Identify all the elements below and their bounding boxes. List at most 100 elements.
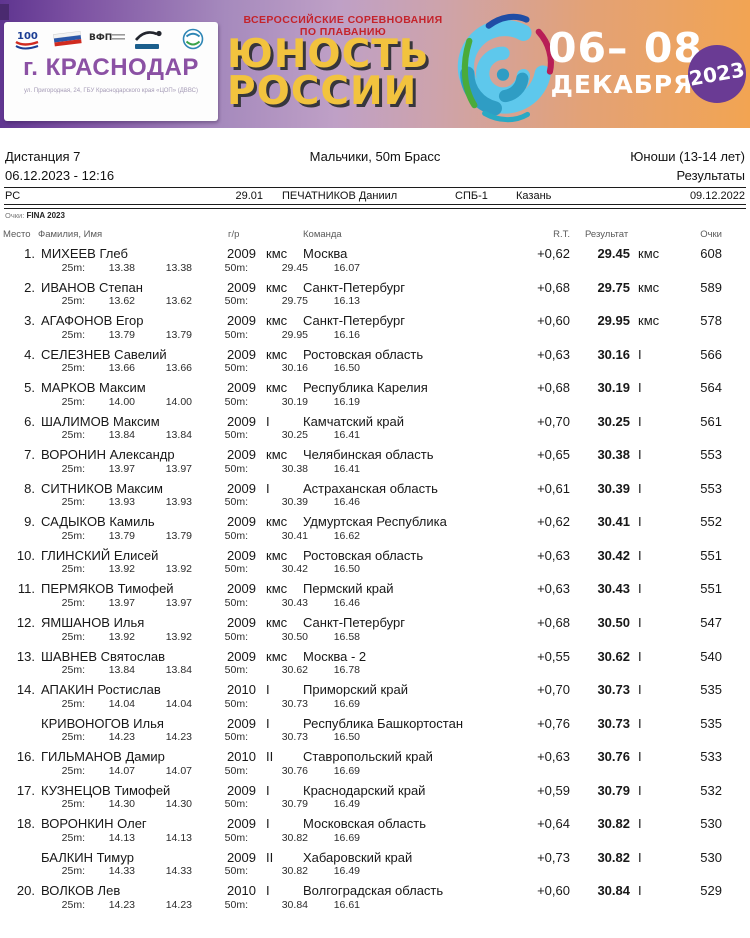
split-25m-lap: 14.04 xyxy=(165,697,192,710)
team-cell: Волгоградская область xyxy=(303,883,444,899)
split-50m-label: 50m: xyxy=(224,496,248,509)
split-50m-lap: 16.07 xyxy=(333,261,360,274)
result-row: 11. ПЕРМЯКОВ Тимофей 2009 кмс Пермский к… xyxy=(0,578,750,612)
split-25m-lap: 14.00 xyxy=(165,395,192,408)
split-50m-lap: 16.78 xyxy=(333,664,360,677)
year-badge: 2023 xyxy=(687,45,747,103)
place-cell: 18. xyxy=(16,816,35,832)
birth-year-cell: 2009 xyxy=(227,615,256,631)
split-50m-time: 30.42 xyxy=(281,563,308,576)
points-cell: 552 xyxy=(700,514,722,530)
split-50m-label: 50m: xyxy=(224,563,248,576)
result-row: 9. САДЫКОВ Камиль 2009 кмс Удмуртская Ре… xyxy=(0,511,750,545)
grade-cell: кмс xyxy=(266,246,288,261)
result-grade-cell: I xyxy=(638,816,642,832)
split-50m-label: 50m: xyxy=(224,630,248,643)
result-row: БАЛКИН Тимур 2009 II Хабаровский край +0… xyxy=(0,847,750,881)
athlete-name-cell: ГЛИНСКИЙ Елисей xyxy=(41,547,159,563)
split-25m-lap: 13.97 xyxy=(165,596,192,609)
points-cell: 553 xyxy=(700,447,722,463)
grade-cell: кмс xyxy=(266,346,288,362)
split-25m-lap: 14.13 xyxy=(165,831,192,844)
split-50m-time: 30.38 xyxy=(281,462,308,475)
split-25m-lap: 13.92 xyxy=(165,630,192,643)
birth-year-cell: 2009 xyxy=(227,480,256,496)
split-25m-time: 14.00 xyxy=(108,395,135,408)
athlete-name-cell: ВОЛКОВ Лев xyxy=(41,883,121,899)
points-cell: 561 xyxy=(700,413,722,429)
competition-subtitle: ВСЕРОССИЙСКИЕ СОРЕВНОВАНИЯ ПО ПЛАВАНИЮ xyxy=(226,14,460,38)
points-system-label: Очки: xyxy=(5,211,25,220)
split-50m-lap: 16.46 xyxy=(333,496,360,509)
birth-year-cell: 2010 xyxy=(227,883,256,899)
athlete-name-cell: КРИВОНОГОВ Илья xyxy=(41,715,164,731)
split-25m-time: 14.13 xyxy=(108,831,135,844)
result-time-cell: 30.62 xyxy=(597,648,630,664)
team-cell: Ростовская область xyxy=(303,346,424,362)
athlete-name-cell: ВОРОНКИН Олег xyxy=(41,816,147,832)
team-cell: Санкт-Петербург xyxy=(303,615,405,631)
points-cell: 535 xyxy=(700,715,722,731)
split-50m-lap: 16.49 xyxy=(333,865,360,878)
split-25m-label: 25m: xyxy=(61,764,85,777)
split-25m-lap: 14.07 xyxy=(165,764,192,777)
split-25m-time: 14.07 xyxy=(108,764,135,777)
split-25m-lap: 13.84 xyxy=(165,429,192,442)
birth-year-cell: 2009 xyxy=(227,514,256,530)
session-datetime: 06.12.2023 - 12:16 xyxy=(5,168,115,183)
event-title: ЮНОСТЬ РОССИИ xyxy=(227,35,457,111)
grade-cell: кмс xyxy=(266,514,288,530)
result-grade-cell: I xyxy=(638,346,642,362)
split-50m-time: 30.82 xyxy=(281,831,308,844)
birth-year-cell: 2009 xyxy=(227,413,256,429)
place-cell: 10. xyxy=(16,547,35,563)
athlete-name-cell: СЕЛЕЗНЕВ Савелий xyxy=(41,346,167,362)
result-grade-cell: кмс xyxy=(638,279,660,295)
host-city-label: г. КРАСНОДАР xyxy=(23,54,199,81)
split-25m-time: 13.79 xyxy=(108,328,135,341)
result-row: 20. ВОЛКОВ Лев 2010 I Волгоградская обла… xyxy=(0,880,750,914)
split-50m-label: 50m: xyxy=(224,462,248,475)
grade-cell: I xyxy=(266,682,270,698)
split-25m-lap: 14.33 xyxy=(165,865,192,878)
split-50m-lap: 16.50 xyxy=(333,362,360,375)
points-cell: 533 xyxy=(700,749,722,765)
place-cell: 8. xyxy=(24,480,35,496)
year-badge-label: 2023 xyxy=(687,57,747,91)
split-50m-label: 50m: xyxy=(224,429,248,442)
split-25m-time: 13.79 xyxy=(108,529,135,542)
athlete-name-cell: САДЫКОВ Камиль xyxy=(41,514,155,530)
split-50m-time: 30.73 xyxy=(281,731,308,744)
result-grade-cell: I xyxy=(638,447,642,463)
grade-cell: I xyxy=(266,480,270,496)
split-50m-label: 50m: xyxy=(224,395,248,408)
split-50m-time: 30.50 xyxy=(281,630,308,643)
team-cell: Московская область xyxy=(303,816,427,832)
split-25m-label: 25m: xyxy=(61,429,85,442)
header-rt: R.T. xyxy=(553,229,570,240)
split-50m-time: 30.62 xyxy=(281,664,308,677)
result-row: 17. КУЗНЕЦОВ Тимофей 2009 I Краснодарски… xyxy=(0,780,750,814)
split-50m-time: 30.76 xyxy=(281,764,308,777)
split-25m-label: 25m: xyxy=(61,496,85,509)
split-25m-label: 25m: xyxy=(61,697,85,710)
place-cell: 1. xyxy=(24,246,35,261)
split-50m-label: 50m: xyxy=(224,261,248,274)
place-cell: 17. xyxy=(16,782,35,798)
birth-year-cell: 2009 xyxy=(227,648,256,664)
split-50m-lap: 16.13 xyxy=(333,295,360,308)
result-grade-cell: I xyxy=(638,514,642,530)
header-team: Команда xyxy=(303,229,342,240)
split-25m-time: 13.66 xyxy=(108,362,135,375)
place-cell: 7. xyxy=(24,447,35,463)
grade-cell: I xyxy=(266,883,270,899)
points-cell: 589 xyxy=(700,279,722,295)
split-50m-time: 30.25 xyxy=(281,429,308,442)
split-25m-label: 25m: xyxy=(61,362,85,375)
header-result: Результат xyxy=(585,229,629,240)
event-dates-days: 06– 08 xyxy=(548,24,703,72)
result-grade-cell: I xyxy=(638,480,642,496)
record-code: РС xyxy=(5,190,21,202)
result-grade-cell: I xyxy=(638,581,642,597)
grade-cell: кмс xyxy=(266,581,288,597)
